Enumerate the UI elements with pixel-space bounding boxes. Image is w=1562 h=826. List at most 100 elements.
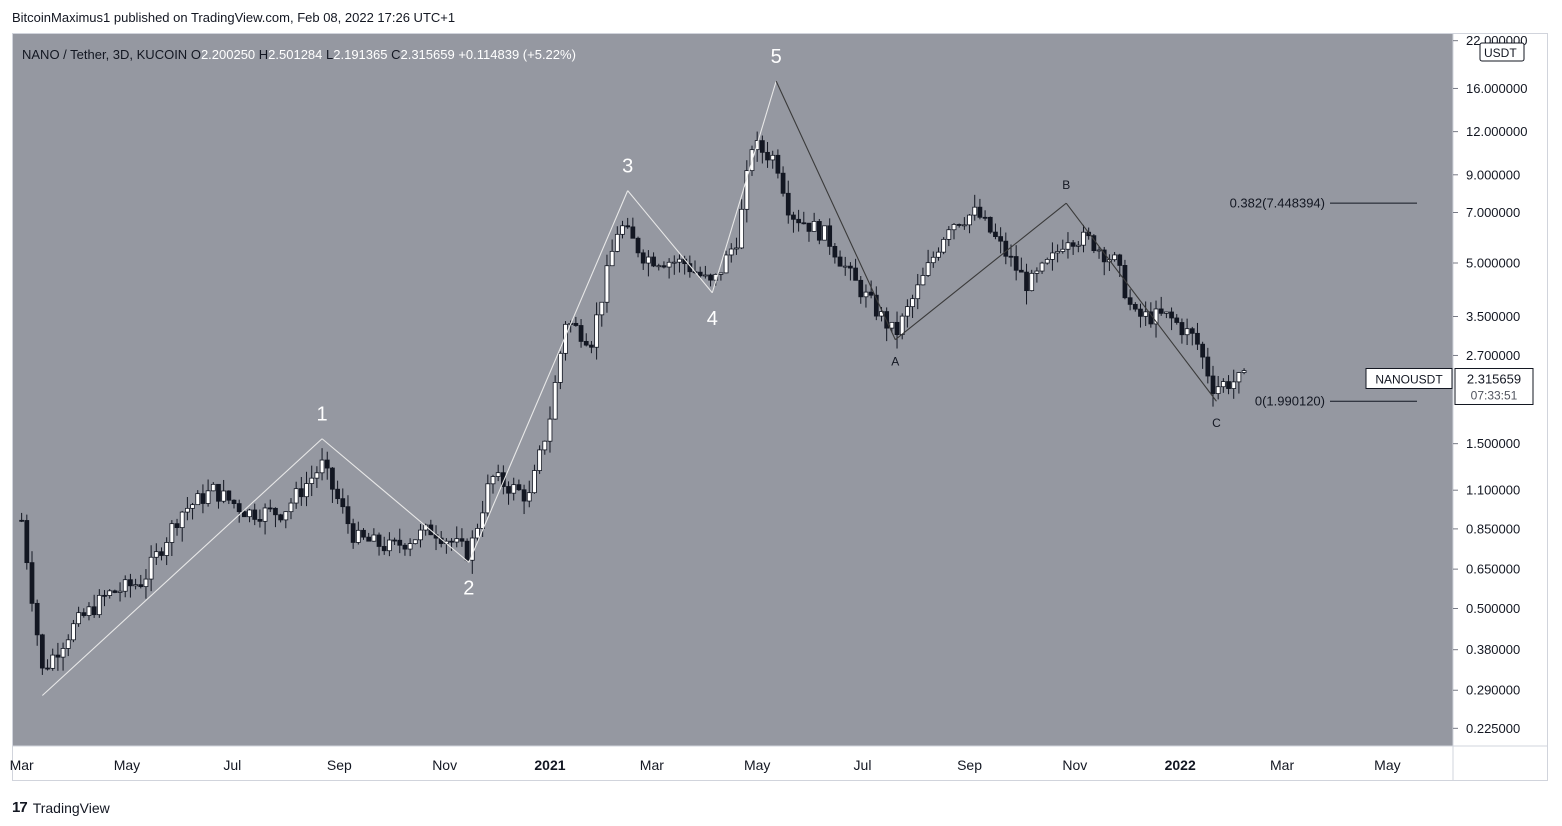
candle-body-up xyxy=(210,483,216,492)
candle-body-up xyxy=(314,472,320,479)
candle xyxy=(397,528,403,554)
candle xyxy=(905,299,910,328)
candle-body-down xyxy=(24,520,30,564)
candle xyxy=(625,217,631,229)
candle-body-down xyxy=(1003,240,1009,257)
candle-body-down xyxy=(806,222,812,232)
candle-body-down xyxy=(350,523,356,543)
candle-body-up xyxy=(609,250,615,267)
candle xyxy=(936,247,941,261)
candle xyxy=(143,569,149,599)
candle xyxy=(371,528,377,542)
candle xyxy=(967,214,972,234)
candle-body-up xyxy=(495,472,501,477)
candle-body-up xyxy=(677,258,682,263)
candle-body-up xyxy=(910,298,915,308)
x-tick-label: Mar xyxy=(1270,757,1294,773)
candle xyxy=(671,255,677,275)
candle xyxy=(65,634,71,657)
candle xyxy=(1112,252,1117,262)
candle xyxy=(1189,326,1195,346)
candle-body-up xyxy=(620,225,625,235)
candle xyxy=(506,481,511,505)
candle xyxy=(190,502,195,520)
y-tick-label: 0.380000 xyxy=(1466,642,1520,657)
candle-body-up xyxy=(1096,249,1102,252)
wave-line xyxy=(894,202,1067,341)
candle-body-up xyxy=(1050,252,1055,260)
candle-body-up xyxy=(195,493,201,506)
candle-body-up xyxy=(1241,370,1247,373)
candle xyxy=(697,266,703,279)
candle xyxy=(604,254,610,313)
candle-body-down xyxy=(708,274,713,281)
plot-area xyxy=(13,34,1453,746)
candle xyxy=(86,602,92,621)
candle-body-down xyxy=(1117,254,1123,266)
candle xyxy=(718,272,724,281)
candle xyxy=(376,532,382,556)
candle xyxy=(148,545,154,592)
footer-brand: TradingView xyxy=(32,799,110,816)
y-tick-label: 1.500000 xyxy=(1466,436,1520,451)
candle-body-down xyxy=(29,562,35,604)
candle xyxy=(1044,257,1050,265)
candle xyxy=(951,223,957,240)
candle-body-up xyxy=(967,214,972,226)
candle-body-up xyxy=(371,534,377,542)
candle xyxy=(977,198,983,220)
candle-body-up xyxy=(532,470,537,494)
candle xyxy=(81,608,87,618)
candle-body-up xyxy=(309,477,315,484)
candle-body-up xyxy=(1143,311,1149,317)
candle xyxy=(500,465,506,495)
candle-body-down xyxy=(982,216,988,219)
candle xyxy=(304,471,309,507)
y-tick-label: 3.500000 xyxy=(1466,309,1520,324)
candle-body-up xyxy=(117,590,123,593)
candle xyxy=(402,543,408,556)
candle xyxy=(863,284,869,308)
candle-body-down xyxy=(257,519,263,522)
candle xyxy=(759,135,765,164)
candle xyxy=(1122,259,1128,300)
candle-body-down xyxy=(298,488,304,498)
candle xyxy=(283,511,289,529)
candle xyxy=(179,510,185,542)
y-tick-label: 0.225000 xyxy=(1466,721,1520,736)
candle xyxy=(785,180,791,224)
candle-body-down xyxy=(39,634,45,669)
candle-body-down xyxy=(392,539,397,542)
candle xyxy=(1179,318,1185,344)
candle xyxy=(941,237,947,255)
candle xyxy=(816,218,822,245)
candle-body-up xyxy=(1184,328,1190,336)
candle-body-down xyxy=(19,519,25,522)
candle xyxy=(102,590,107,607)
candle-body-up xyxy=(86,606,92,616)
candle xyxy=(956,223,962,228)
candle xyxy=(340,488,346,514)
x-tick-label: May xyxy=(1374,757,1400,773)
candle xyxy=(993,223,998,240)
candle xyxy=(578,319,584,348)
candle-body-up xyxy=(563,323,568,354)
candle xyxy=(677,254,682,273)
countdown-label: 07:33:51 xyxy=(1471,388,1518,402)
candle-body-up xyxy=(1034,270,1040,274)
candle xyxy=(703,265,708,279)
candle xyxy=(915,273,921,310)
candle xyxy=(1096,246,1102,259)
candle-body-up xyxy=(71,623,76,641)
candle-body-down xyxy=(796,218,801,224)
candle-body-up xyxy=(1215,386,1221,394)
candle xyxy=(366,532,372,542)
candle xyxy=(205,479,211,507)
candle xyxy=(526,480,532,508)
candle-body-up xyxy=(1153,308,1159,325)
candle xyxy=(314,466,320,488)
candle-body-up xyxy=(179,511,185,529)
candle xyxy=(858,275,864,304)
candle-body-down xyxy=(977,206,983,218)
